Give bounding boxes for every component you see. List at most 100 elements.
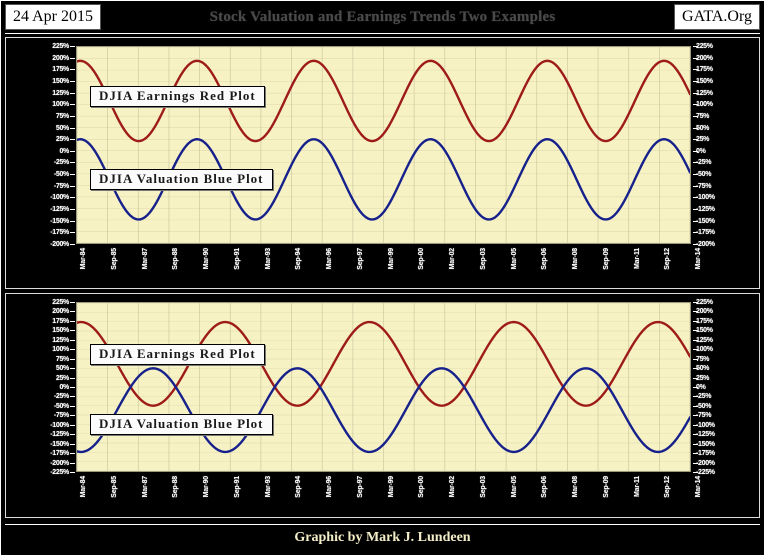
y-tick-label: 25%	[696, 374, 710, 382]
y-tick-label: -200%	[50, 241, 69, 248]
y-tick-mark	[693, 244, 698, 245]
y-tick-label: 200%	[52, 308, 69, 316]
y-tick-label: 25%	[55, 136, 69, 144]
y-tick-label: 100%	[696, 346, 713, 354]
y-tick-mark	[693, 174, 698, 176]
y-tick-label: -125%	[696, 206, 715, 214]
x-tick-label: Sep-00	[418, 248, 426, 270]
y-tick-mark	[693, 104, 698, 106]
y-tick-label: -50%	[53, 171, 69, 179]
x-tick-label: Sep-06	[541, 476, 549, 498]
y-tick-mark	[70, 69, 75, 71]
panel-1-plot-area	[76, 46, 691, 244]
y-tick-mark	[693, 232, 698, 234]
x-tick-label: Mar-96	[326, 248, 333, 270]
y-tick-label: -150%	[696, 217, 715, 225]
y-tick-mark	[70, 311, 75, 313]
x-tick-label: Mar-90	[203, 476, 210, 498]
y-tick-label: 75%	[55, 355, 69, 363]
x-tick-label: Sep-03	[479, 476, 487, 498]
y-tick-label: 100%	[52, 101, 69, 109]
x-tick-label: Sep-94	[295, 248, 303, 270]
y-tick-label: 100%	[696, 101, 713, 109]
source-badge: GATA.Org	[674, 4, 760, 30]
x-tick-label: Sep-88	[172, 248, 180, 270]
panel-1-legend-valuation: DJIA Valuation Blue Plot	[90, 169, 273, 190]
panel-2-legend-earnings: DJIA Earnings Red Plot	[90, 344, 265, 365]
y-tick-label: 100%	[52, 346, 69, 354]
y-tick-mark	[693, 80, 698, 82]
y-tick-label: -175%	[696, 229, 715, 237]
y-tick-mark	[693, 127, 698, 129]
x-tick-label: Mar-90	[203, 248, 210, 270]
y-tick-label: -100%	[50, 194, 69, 202]
y-tick-label: -200%	[696, 459, 715, 467]
y-tick-mark	[70, 339, 75, 341]
y-tick-label: 150%	[696, 77, 713, 85]
panel-1-x-axis: Mar-84 Sep-85 Mar-87 Sep-88 Mar-90 Sep-91 Mar-…	[76, 248, 702, 288]
y-tick-label: -175%	[696, 450, 715, 458]
x-tick-label: Mar-02	[449, 248, 456, 270]
y-tick-label: -25%	[696, 159, 712, 167]
y-tick-label: 75%	[696, 112, 710, 120]
y-tick-mark	[693, 358, 698, 360]
y-tick-mark	[693, 396, 698, 398]
x-tick-label: Mar-87	[141, 476, 149, 498]
y-tick-label: -50%	[696, 171, 712, 179]
y-tick-mark	[70, 174, 75, 176]
y-tick-mark	[693, 415, 698, 417]
y-tick-label: 75%	[696, 355, 710, 363]
y-tick-mark	[70, 92, 75, 94]
y-tick-mark	[693, 424, 698, 426]
y-tick-mark	[70, 162, 75, 164]
y-tick-mark	[693, 443, 698, 445]
y-tick-mark	[70, 46, 75, 47]
panel-2-x-axis: Mar-84 Sep-85 Mar-87 Sep-88 Mar-90 Sep-91 Mar-…	[76, 476, 702, 516]
x-tick-label: Sep-00	[418, 476, 426, 498]
y-tick-mark	[693, 185, 698, 187]
y-tick-label: -125%	[696, 431, 715, 439]
x-tick-label: Sep-12	[664, 248, 672, 270]
y-tick-mark	[693, 139, 698, 141]
panel-1-plot-svg	[77, 47, 690, 243]
x-tick-label: Mar-05	[510, 248, 518, 270]
panel-1-legend-earnings: DJIA Earnings Red Plot	[90, 86, 265, 107]
x-tick-label: Sep-03	[479, 248, 487, 270]
y-tick-mark	[693, 320, 698, 322]
credit-line: Graphic by Mark J. Lundeen	[294, 530, 471, 545]
y-tick-label: -75%	[53, 182, 69, 190]
x-tick-label: Mar-87	[141, 248, 149, 270]
y-tick-mark	[70, 320, 75, 322]
footer-divider	[5, 524, 760, 525]
y-tick-label: 25%	[696, 136, 710, 144]
date-badge: 24 Apr 2015	[5, 4, 101, 30]
y-tick-mark	[693, 472, 698, 473]
y-tick-mark	[693, 197, 698, 199]
y-tick-mark	[693, 434, 698, 436]
y-tick-label: -75%	[53, 412, 69, 420]
y-tick-mark	[693, 220, 698, 222]
y-tick-label: 175%	[696, 317, 713, 325]
x-tick-label: Mar-14	[695, 248, 702, 270]
panel-2-y-axis-right: 225% 200% 175% 150% 125% 100% 75% 50% 25% 0% -25% -…	[693, 294, 757, 517]
y-tick-label: 200%	[696, 54, 713, 62]
y-tick-label: 225%	[52, 299, 69, 306]
x-tick-label: Mar-14	[695, 476, 702, 498]
panel-1-y-axis-right: 225% 200% 175% 150% 125% 100% 75% 50% 25% 0% -25% -…	[693, 38, 757, 288]
y-tick-mark	[693, 209, 698, 211]
y-tick-label: 225%	[696, 43, 713, 50]
y-tick-mark	[70, 115, 75, 117]
x-tick-label: Sep-09	[602, 248, 610, 270]
y-tick-label: 225%	[696, 299, 713, 306]
x-tick-label: Mar-93	[264, 248, 272, 270]
y-tick-mark	[70, 104, 75, 106]
y-tick-label: 225%	[52, 43, 69, 50]
y-tick-mark	[70, 443, 75, 445]
y-tick-mark	[693, 57, 698, 59]
y-tick-mark	[70, 57, 75, 59]
y-tick-mark	[693, 339, 698, 341]
y-tick-mark	[693, 69, 698, 71]
y-tick-label: 50%	[55, 365, 69, 373]
x-tick-label: Mar-99	[387, 476, 395, 498]
y-tick-label: -50%	[53, 402, 69, 410]
